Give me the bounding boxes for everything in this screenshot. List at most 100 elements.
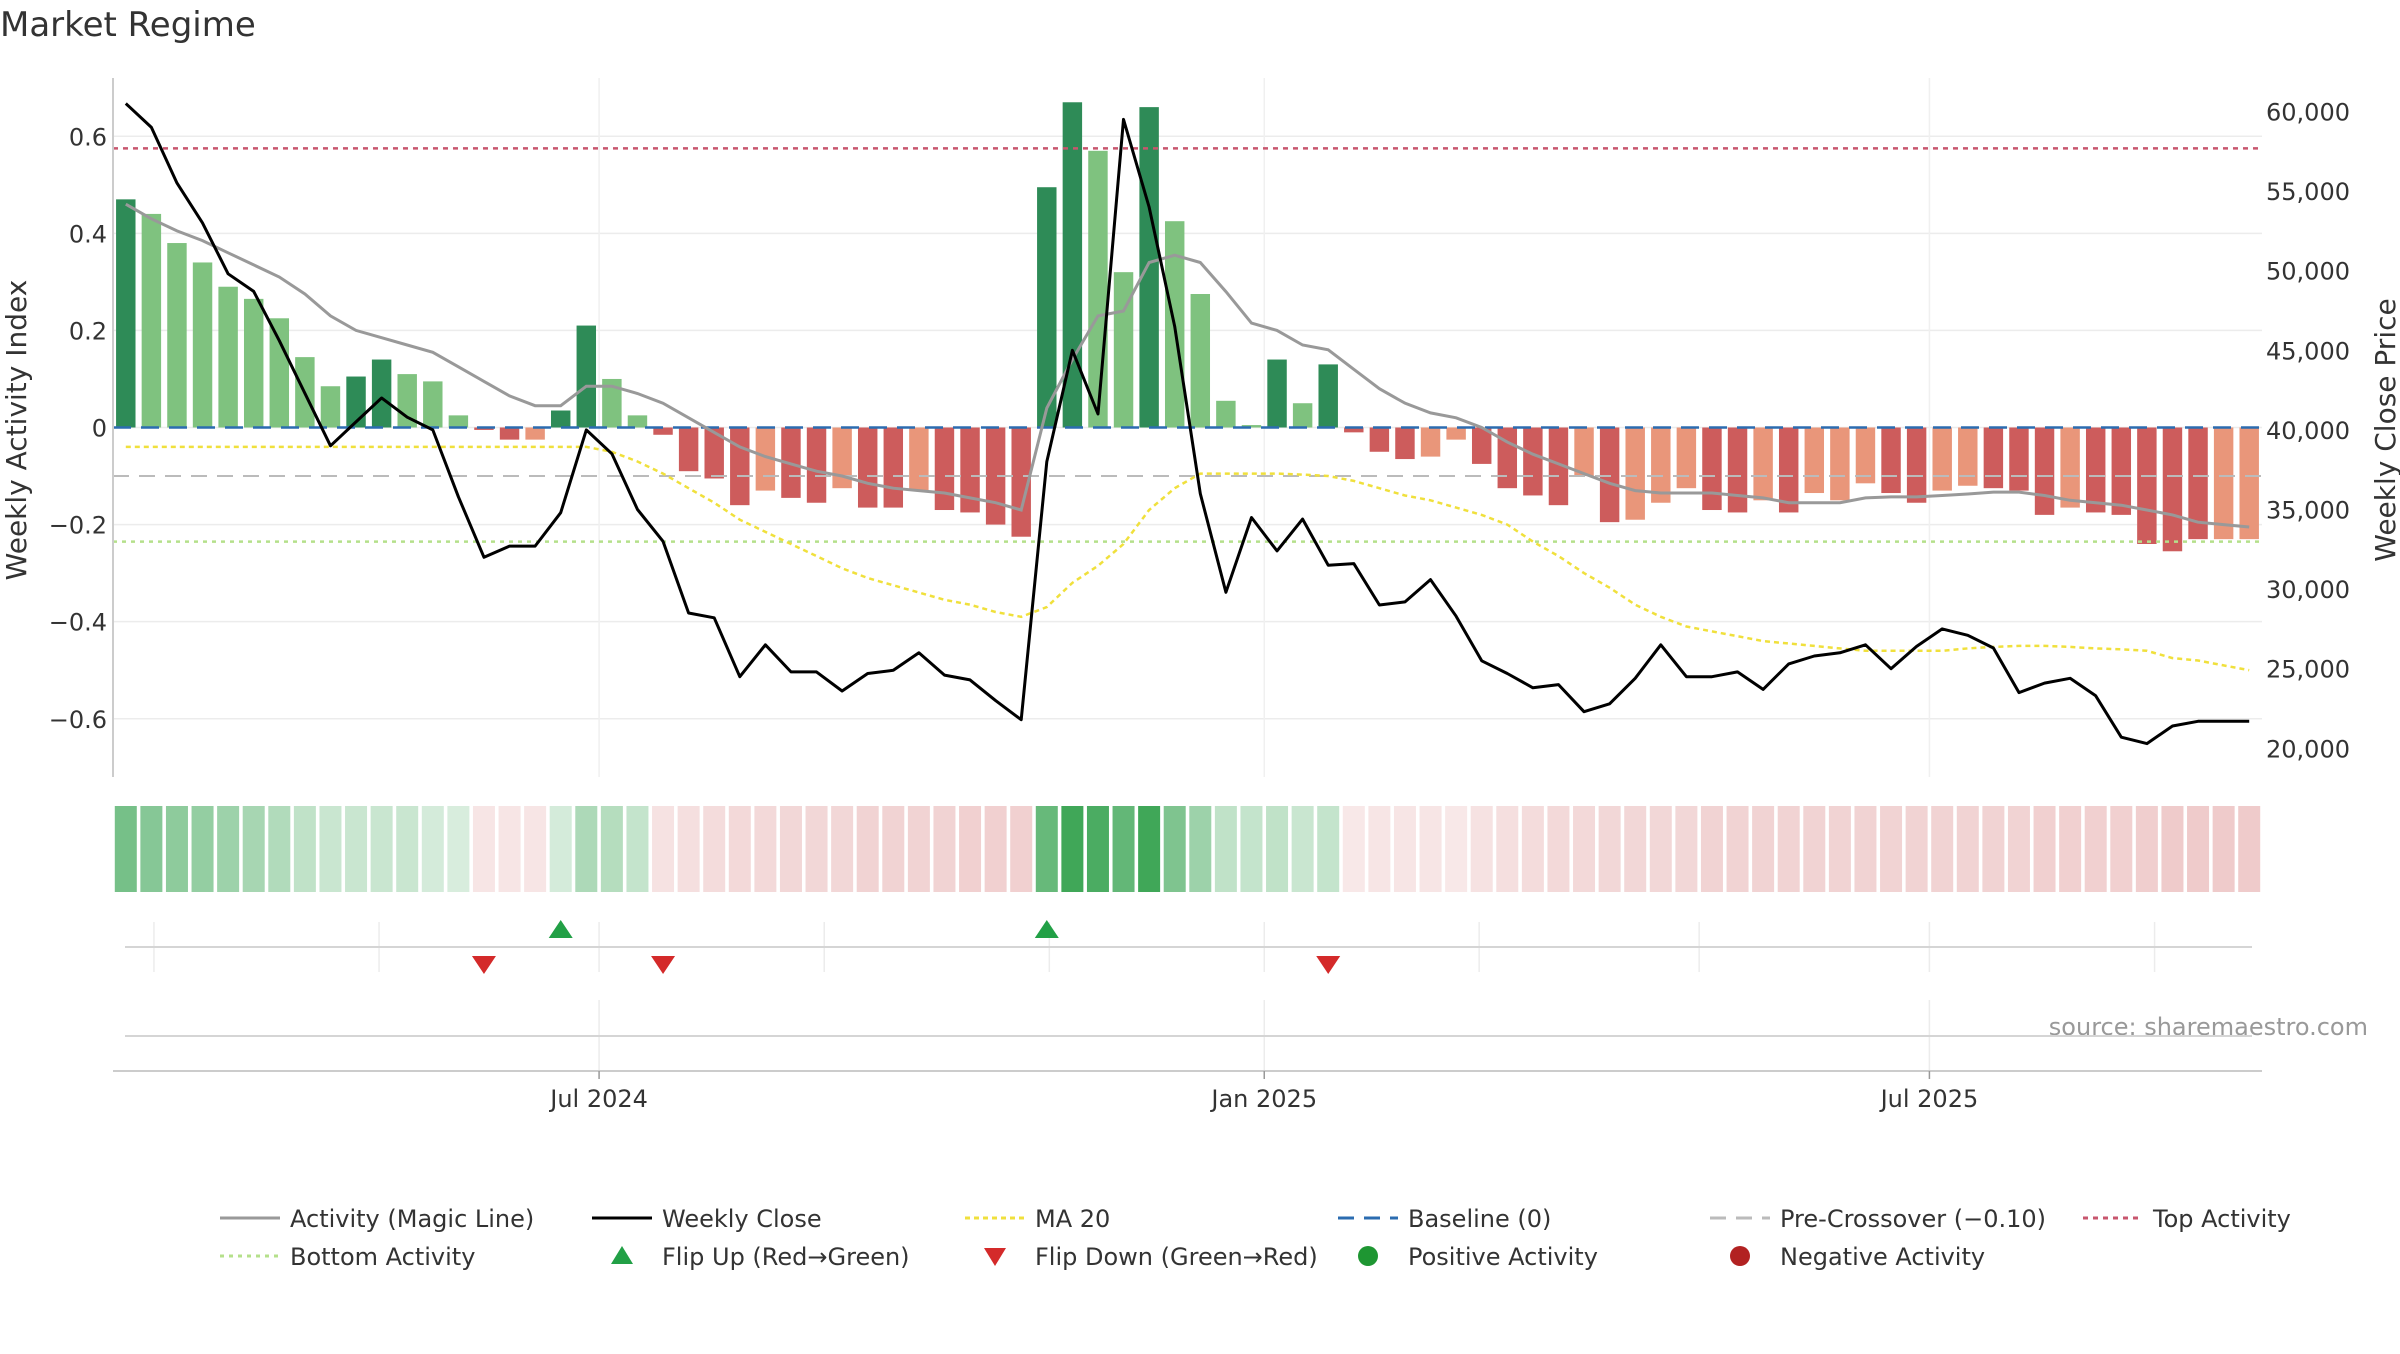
heat-cell bbox=[1496, 806, 1519, 892]
activity-bar bbox=[2034, 427, 2055, 515]
activity-bar bbox=[2085, 427, 2106, 513]
legend-label: Weekly Close bbox=[662, 1205, 822, 1233]
heat-cell bbox=[1777, 806, 1800, 892]
activity-bar bbox=[934, 427, 955, 511]
activity-bar bbox=[1344, 427, 1364, 433]
activity-bar bbox=[1037, 187, 1057, 428]
y-tick-label-right: 40,000 bbox=[2266, 417, 2350, 445]
magic-line bbox=[125, 202, 2250, 529]
heat-cell bbox=[447, 806, 470, 892]
heat-cell bbox=[2161, 806, 2184, 892]
heat-cell bbox=[1880, 806, 1903, 892]
heat-cell bbox=[1291, 806, 1314, 892]
legend-label: Bottom Activity bbox=[290, 1243, 475, 1271]
heat-cell bbox=[191, 806, 214, 892]
heat-cell bbox=[2238, 806, 2261, 892]
activity-bar bbox=[1855, 427, 1876, 484]
activity-bar bbox=[960, 427, 980, 513]
heat-cell bbox=[1675, 806, 1698, 892]
y-axis-label-left: Weekly Activity Index bbox=[0, 280, 33, 581]
heat-cell bbox=[703, 806, 726, 892]
activity-bar bbox=[1088, 150, 1108, 428]
x-tick-label: Jan 2025 bbox=[1209, 1085, 1317, 1113]
heat-cell bbox=[1573, 806, 1596, 892]
activity-bar bbox=[2009, 427, 2029, 491]
activity-bar bbox=[423, 381, 443, 428]
activity-bar bbox=[1676, 427, 1697, 489]
activity-bar bbox=[909, 427, 929, 491]
activity-bar bbox=[2111, 427, 2132, 515]
heat-cell bbox=[1342, 806, 1365, 892]
legend-label: Positive Activity bbox=[1408, 1243, 1598, 1271]
legend-swatch-negact bbox=[1730, 1246, 1750, 1266]
activity-bar bbox=[1318, 364, 1338, 428]
activity-bar bbox=[627, 415, 648, 428]
heat-cell bbox=[2084, 806, 2107, 892]
legend: Activity (Magic Line) Weekly Close MA 20 Ba… bbox=[220, 1205, 2291, 1271]
y-tick-label-left: 0.6 bbox=[69, 123, 107, 151]
activity-bar bbox=[2213, 427, 2234, 540]
activity-bar bbox=[116, 199, 136, 428]
heat-cell bbox=[1214, 806, 1237, 892]
activity-bar bbox=[550, 410, 571, 428]
activity-bar bbox=[269, 318, 290, 428]
heat-cell bbox=[1752, 806, 1775, 892]
heat-cell bbox=[1317, 806, 1340, 892]
activity-bar bbox=[525, 427, 545, 440]
heat-cell bbox=[2007, 806, 2030, 892]
heat-cell bbox=[1189, 806, 1212, 892]
activity-bar bbox=[1778, 427, 1799, 513]
heat-cell bbox=[1112, 806, 1135, 892]
heat-cell bbox=[165, 806, 188, 892]
activity-bar bbox=[192, 262, 213, 428]
y-tick-label-left: 0.2 bbox=[69, 317, 107, 345]
heat-cell bbox=[1700, 806, 1723, 892]
activity-bar bbox=[1523, 427, 1543, 496]
activity-bar bbox=[1446, 427, 1466, 440]
heat-cell bbox=[1010, 806, 1033, 892]
activity-bar bbox=[1497, 427, 1518, 489]
flip-up-marker bbox=[548, 920, 573, 938]
heat-cell bbox=[652, 806, 675, 892]
heat-cell bbox=[1266, 806, 1289, 892]
legend-label: Flip Down (Green→Red) bbox=[1035, 1243, 1318, 1271]
activity-bar bbox=[1983, 427, 2004, 489]
heat-cell bbox=[1649, 806, 1672, 892]
activity-bar bbox=[2188, 427, 2208, 540]
heat-cell bbox=[1547, 806, 1570, 892]
y-tick-label-right: 60,000 bbox=[2266, 98, 2350, 126]
activity-bar bbox=[499, 427, 520, 440]
activity-bar bbox=[243, 298, 264, 428]
activity-bar bbox=[1830, 427, 1850, 501]
heat-cell bbox=[1956, 806, 1979, 892]
legend-swatch-flipup bbox=[611, 1246, 633, 1264]
heat-cell bbox=[1035, 806, 1058, 892]
heat-cell bbox=[907, 806, 930, 892]
activity-bar bbox=[653, 427, 673, 435]
activity-bar bbox=[1599, 427, 1620, 523]
y-tick-label-left: 0 bbox=[92, 415, 107, 443]
flip-down-marker bbox=[1316, 956, 1341, 974]
heat-cell bbox=[1163, 806, 1186, 892]
heat-cell bbox=[728, 806, 751, 892]
heat-cell bbox=[1086, 806, 1109, 892]
activity-bar bbox=[1881, 427, 1901, 494]
activity-bar bbox=[1471, 427, 1492, 464]
flip-down-marker bbox=[471, 956, 496, 974]
heat-strip bbox=[114, 806, 2261, 892]
heat-cell bbox=[1393, 806, 1416, 892]
activity-bar bbox=[2239, 427, 2259, 540]
heat-cell bbox=[421, 806, 444, 892]
flip-down-marker bbox=[651, 956, 676, 974]
y-tick-label-right: 45,000 bbox=[2266, 337, 2350, 365]
heat-cell bbox=[754, 806, 777, 892]
heat-cell bbox=[882, 806, 905, 892]
y-tick-label-right: 35,000 bbox=[2266, 497, 2350, 525]
activity-bar bbox=[704, 427, 724, 479]
heat-cell bbox=[1061, 806, 1084, 892]
heat-cell bbox=[1598, 806, 1621, 892]
activity-bar bbox=[1727, 427, 1748, 513]
activity-bar bbox=[1932, 427, 1952, 491]
